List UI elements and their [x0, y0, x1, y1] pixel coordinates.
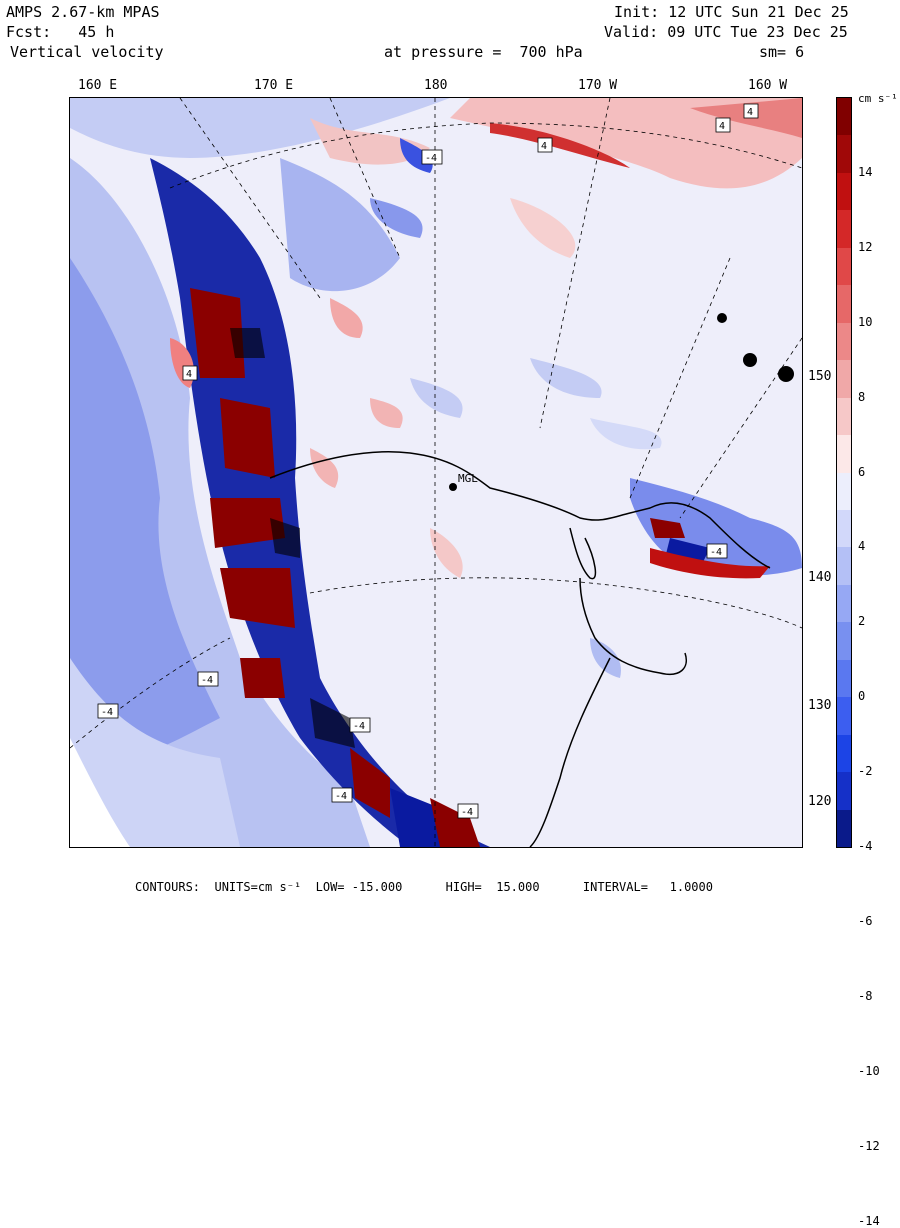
colorbar-tick: -4	[858, 839, 873, 853]
station-label: MGL	[458, 472, 478, 485]
vertical-velocity-map: MGL 4 -4 4 4 4 -4 -4 -4 -4	[70, 98, 802, 847]
colorbar-tick: 14	[858, 164, 873, 179]
contour-mark: -4	[353, 721, 365, 732]
colorbar-segment	[837, 547, 851, 586]
colorbar-segment	[837, 734, 851, 773]
colorbar-segment	[837, 472, 851, 511]
colorbar-tick: 12	[858, 239, 873, 254]
colorbar-segment	[837, 172, 851, 211]
contour-mark: -4	[201, 675, 213, 686]
colorbar-tick: -6	[858, 913, 873, 928]
map-panel[interactable]: MGL 4 -4 4 4 4 -4 -4 -4 -4	[69, 97, 803, 848]
colorbar-segment	[837, 285, 851, 324]
colorbar-segment	[837, 509, 851, 548]
contour-mark: -4	[461, 807, 473, 818]
colorbar-tick: 0	[858, 689, 866, 704]
colorbar-segment	[837, 135, 851, 174]
contour-mark: 4	[541, 141, 547, 152]
colorbar	[836, 97, 852, 848]
colorbar-segment	[837, 210, 851, 249]
contour-info: CONTOURS: UNITS=cm s⁻¹ LOW= -15.000 HIGH…	[135, 880, 713, 894]
lon-label: 160 E	[78, 78, 118, 93]
contour-mark: 4	[747, 107, 753, 118]
colorbar-segment	[837, 697, 851, 736]
colorbar-segment	[837, 98, 851, 136]
colorbar-tick: -2	[858, 764, 873, 779]
forecast-hour: Fcst: 45 h	[6, 23, 115, 41]
valid-time: Valid: 09 UTC Tue 23 Dec 25	[604, 23, 848, 41]
lon-label: 180	[424, 78, 448, 93]
colorbar-tick: -10	[858, 1063, 880, 1078]
field-name: Vertical velocity	[10, 43, 164, 61]
model-title: AMPS 2.67-km MPAS	[6, 3, 160, 21]
colorbar-tick: -12	[858, 1138, 880, 1153]
contour-mark: -4	[710, 547, 722, 558]
contour-mark: -4	[425, 153, 437, 164]
colorbar-segment	[837, 360, 851, 399]
colorbar-tick: 10	[858, 314, 873, 329]
pressure-level: at pressure = 700 hPa	[384, 43, 583, 61]
contour-mark: -4	[101, 707, 113, 718]
colorbar-segment	[837, 584, 851, 623]
colorbar-tick: -8	[858, 988, 873, 1003]
lon-label: 160 W	[748, 78, 788, 93]
colorbar-segment	[837, 809, 851, 848]
contour-mark: 4	[719, 121, 725, 132]
colorbar-tick: -14	[858, 1213, 880, 1228]
colorbar-segment	[837, 397, 851, 436]
lon-label: 170 W	[578, 78, 618, 93]
init-time: Init: 12 UTC Sun 21 Dec 25	[614, 3, 849, 21]
contour-mark: 4	[186, 369, 192, 380]
colorbar-segment	[837, 772, 851, 811]
colorbar-segment	[837, 622, 851, 661]
smoothing: sm= 6	[759, 43, 805, 61]
colorbar-tick: 8	[858, 389, 866, 404]
colorbar-units: cm s⁻¹	[858, 92, 898, 105]
colorbar-segment	[837, 247, 851, 286]
colorbar-tick: 2	[858, 614, 866, 629]
colorbar-tick: 4	[858, 539, 866, 554]
colorbar-segment	[837, 322, 851, 361]
contour-mark: -4	[335, 791, 347, 802]
colorbar-segment	[837, 435, 851, 473]
colorbar-tick: 6	[858, 464, 866, 479]
lon-label: 170 E	[254, 78, 294, 93]
colorbar-segment	[837, 659, 851, 698]
